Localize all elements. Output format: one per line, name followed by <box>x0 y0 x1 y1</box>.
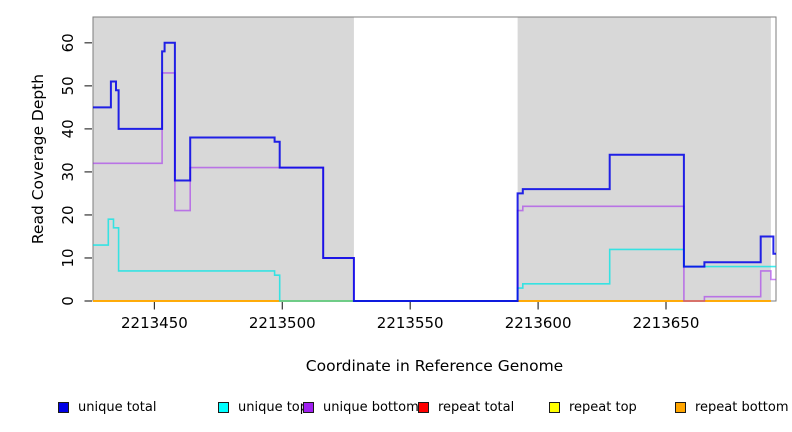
legend-item-repeat-total: repeat total <box>418 399 514 415</box>
x-tick-label: 2213550 <box>377 314 444 332</box>
legend-label: repeat top <box>569 399 637 415</box>
y-tick-label: 60 <box>59 33 77 52</box>
y-tick-label: 30 <box>59 162 77 181</box>
legend-label: unique total <box>78 399 157 415</box>
y-axis-title: Read Coverage Depth <box>29 73 47 245</box>
legend-item-unique-top: unique top <box>218 399 308 415</box>
legend-swatch-icon <box>418 401 429 413</box>
x-axis-title: Coordinate in Reference Genome <box>305 357 564 375</box>
x-tick-label: 2213650 <box>633 314 700 332</box>
legend: unique total unique top unique bottom repea… <box>0 399 792 419</box>
shaded-region <box>93 17 354 301</box>
y-tick-label: 0 <box>59 296 77 306</box>
y-tick-label: 50 <box>59 76 77 95</box>
series-unique-top <box>93 218 776 302</box>
legend-swatch-icon <box>675 401 686 413</box>
legend-item-repeat-bottom: repeat bottom <box>675 399 789 415</box>
y-tick-label: 40 <box>59 119 77 138</box>
legend-item-unique-bottom: unique bottom <box>303 399 419 415</box>
legend-item-unique-total: unique total <box>58 399 156 415</box>
x-tick-label: 2213500 <box>249 314 316 332</box>
shaded-region <box>517 17 771 301</box>
y-tick-label: 20 <box>59 205 77 224</box>
legend-swatch-icon <box>303 401 314 413</box>
legend-swatch-icon <box>218 401 229 413</box>
legend-item-repeat-top: repeat top <box>549 399 637 415</box>
legend-label: repeat bottom <box>695 399 789 415</box>
legend-swatch-icon <box>549 401 560 413</box>
series-unique-total <box>93 41 776 302</box>
x-tick-label: 2213450 <box>121 314 188 332</box>
legend-label: repeat total <box>438 399 515 415</box>
legend-label: unique top <box>238 399 309 415</box>
y-tick-label: 10 <box>59 248 77 267</box>
legend-swatch-icon <box>58 401 69 413</box>
x-tick-label: 2213600 <box>505 314 572 332</box>
legend-label: unique bottom <box>323 399 419 415</box>
